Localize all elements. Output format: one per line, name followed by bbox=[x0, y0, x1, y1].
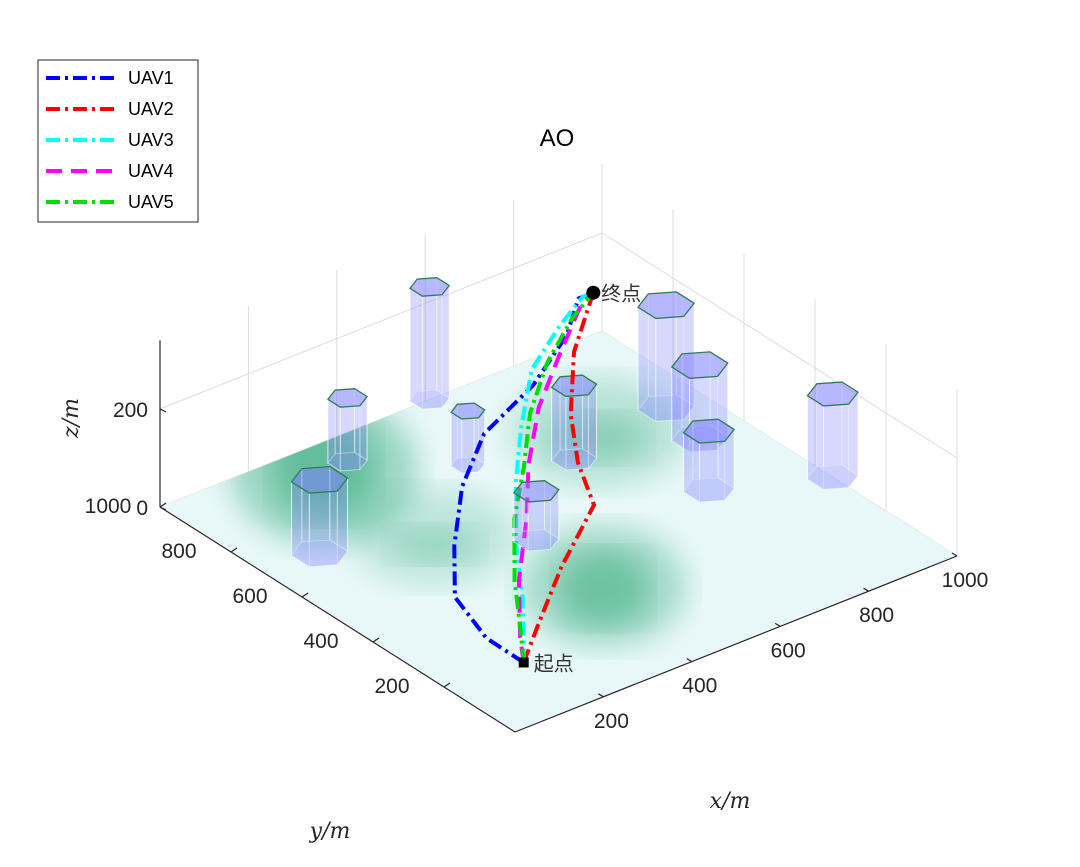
x-tick-mark bbox=[774, 622, 781, 627]
z-tick-mark bbox=[159, 506, 167, 511]
z-tick-label: 0 bbox=[136, 497, 148, 520]
x-tick-mark bbox=[686, 658, 693, 663]
path-uav3 bbox=[514, 290, 595, 663]
obstacles-back bbox=[326, 276, 859, 503]
legend-label-uav3: UAV3 bbox=[128, 130, 174, 150]
y-tick-mark bbox=[443, 682, 451, 688]
end-marker bbox=[586, 285, 601, 300]
obstacle-prism bbox=[682, 418, 736, 503]
terrain-peak bbox=[520, 525, 686, 648]
terrain-peak bbox=[352, 488, 518, 587]
x-axis-line bbox=[514, 555, 958, 733]
path-uav5 bbox=[512, 291, 595, 663]
y-tick-mark bbox=[230, 547, 238, 553]
legend-label-uav4: UAV4 bbox=[128, 161, 174, 181]
x-tick-label: 400 bbox=[682, 675, 717, 698]
obstacle-prism bbox=[326, 387, 369, 472]
start-end-markers: 起点 终点 bbox=[518, 282, 641, 676]
legend: UAV1 UAV2 UAV3 UAV4 UAV5 bbox=[37, 59, 199, 223]
legend-label-uav5: UAV5 bbox=[128, 192, 174, 212]
obstacle-prism bbox=[806, 381, 859, 490]
obstacle-prism bbox=[290, 465, 349, 568]
z-axis-label: z/m bbox=[59, 398, 84, 439]
x-tick-mark bbox=[598, 693, 604, 698]
obstacle-prism bbox=[637, 291, 696, 423]
legend-label-uav2: UAV2 bbox=[128, 99, 174, 119]
y-axis-line bbox=[159, 506, 516, 733]
legend-box bbox=[37, 59, 199, 223]
x-tick-mark bbox=[863, 587, 869, 592]
y-tick-mark bbox=[372, 637, 380, 643]
x-tick-label: 200 bbox=[594, 710, 629, 733]
uav-paths bbox=[452, 290, 596, 665]
x-axis-label: x/m bbox=[710, 789, 751, 814]
y-tick-label: 800 bbox=[161, 540, 196, 563]
z-tick-label: 200 bbox=[113, 399, 148, 422]
y-axis-label: y/m bbox=[309, 819, 351, 844]
x-tick-label: 800 bbox=[859, 604, 894, 627]
y-tick-label: 200 bbox=[374, 675, 409, 698]
obstacle-prism bbox=[550, 374, 598, 471]
obstacle-prism bbox=[513, 479, 560, 552]
z-tick-mark bbox=[159, 408, 167, 413]
x-tick-label: 1000 bbox=[942, 569, 989, 592]
y-tick-label: 600 bbox=[232, 585, 267, 608]
start-label: 起点 bbox=[534, 652, 574, 676]
x-tick-label: 600 bbox=[771, 639, 806, 662]
start-marker bbox=[518, 657, 529, 668]
legend-label-uav1: UAV1 bbox=[128, 68, 174, 88]
end-label: 终点 bbox=[601, 282, 641, 306]
chart-title: AO bbox=[540, 125, 575, 152]
obstacle-prism bbox=[409, 276, 451, 410]
obstacle-prism bbox=[450, 402, 486, 474]
y-tick-label: 1000 bbox=[85, 495, 132, 518]
path-uav2 bbox=[521, 292, 596, 664]
y-tick-mark bbox=[301, 592, 309, 598]
obstacles-front bbox=[290, 465, 560, 568]
y-tick-mark bbox=[159, 502, 167, 508]
y-tick-label: 400 bbox=[303, 630, 338, 653]
obstacle-prism bbox=[670, 351, 729, 453]
x-tick-mark bbox=[951, 552, 958, 557]
